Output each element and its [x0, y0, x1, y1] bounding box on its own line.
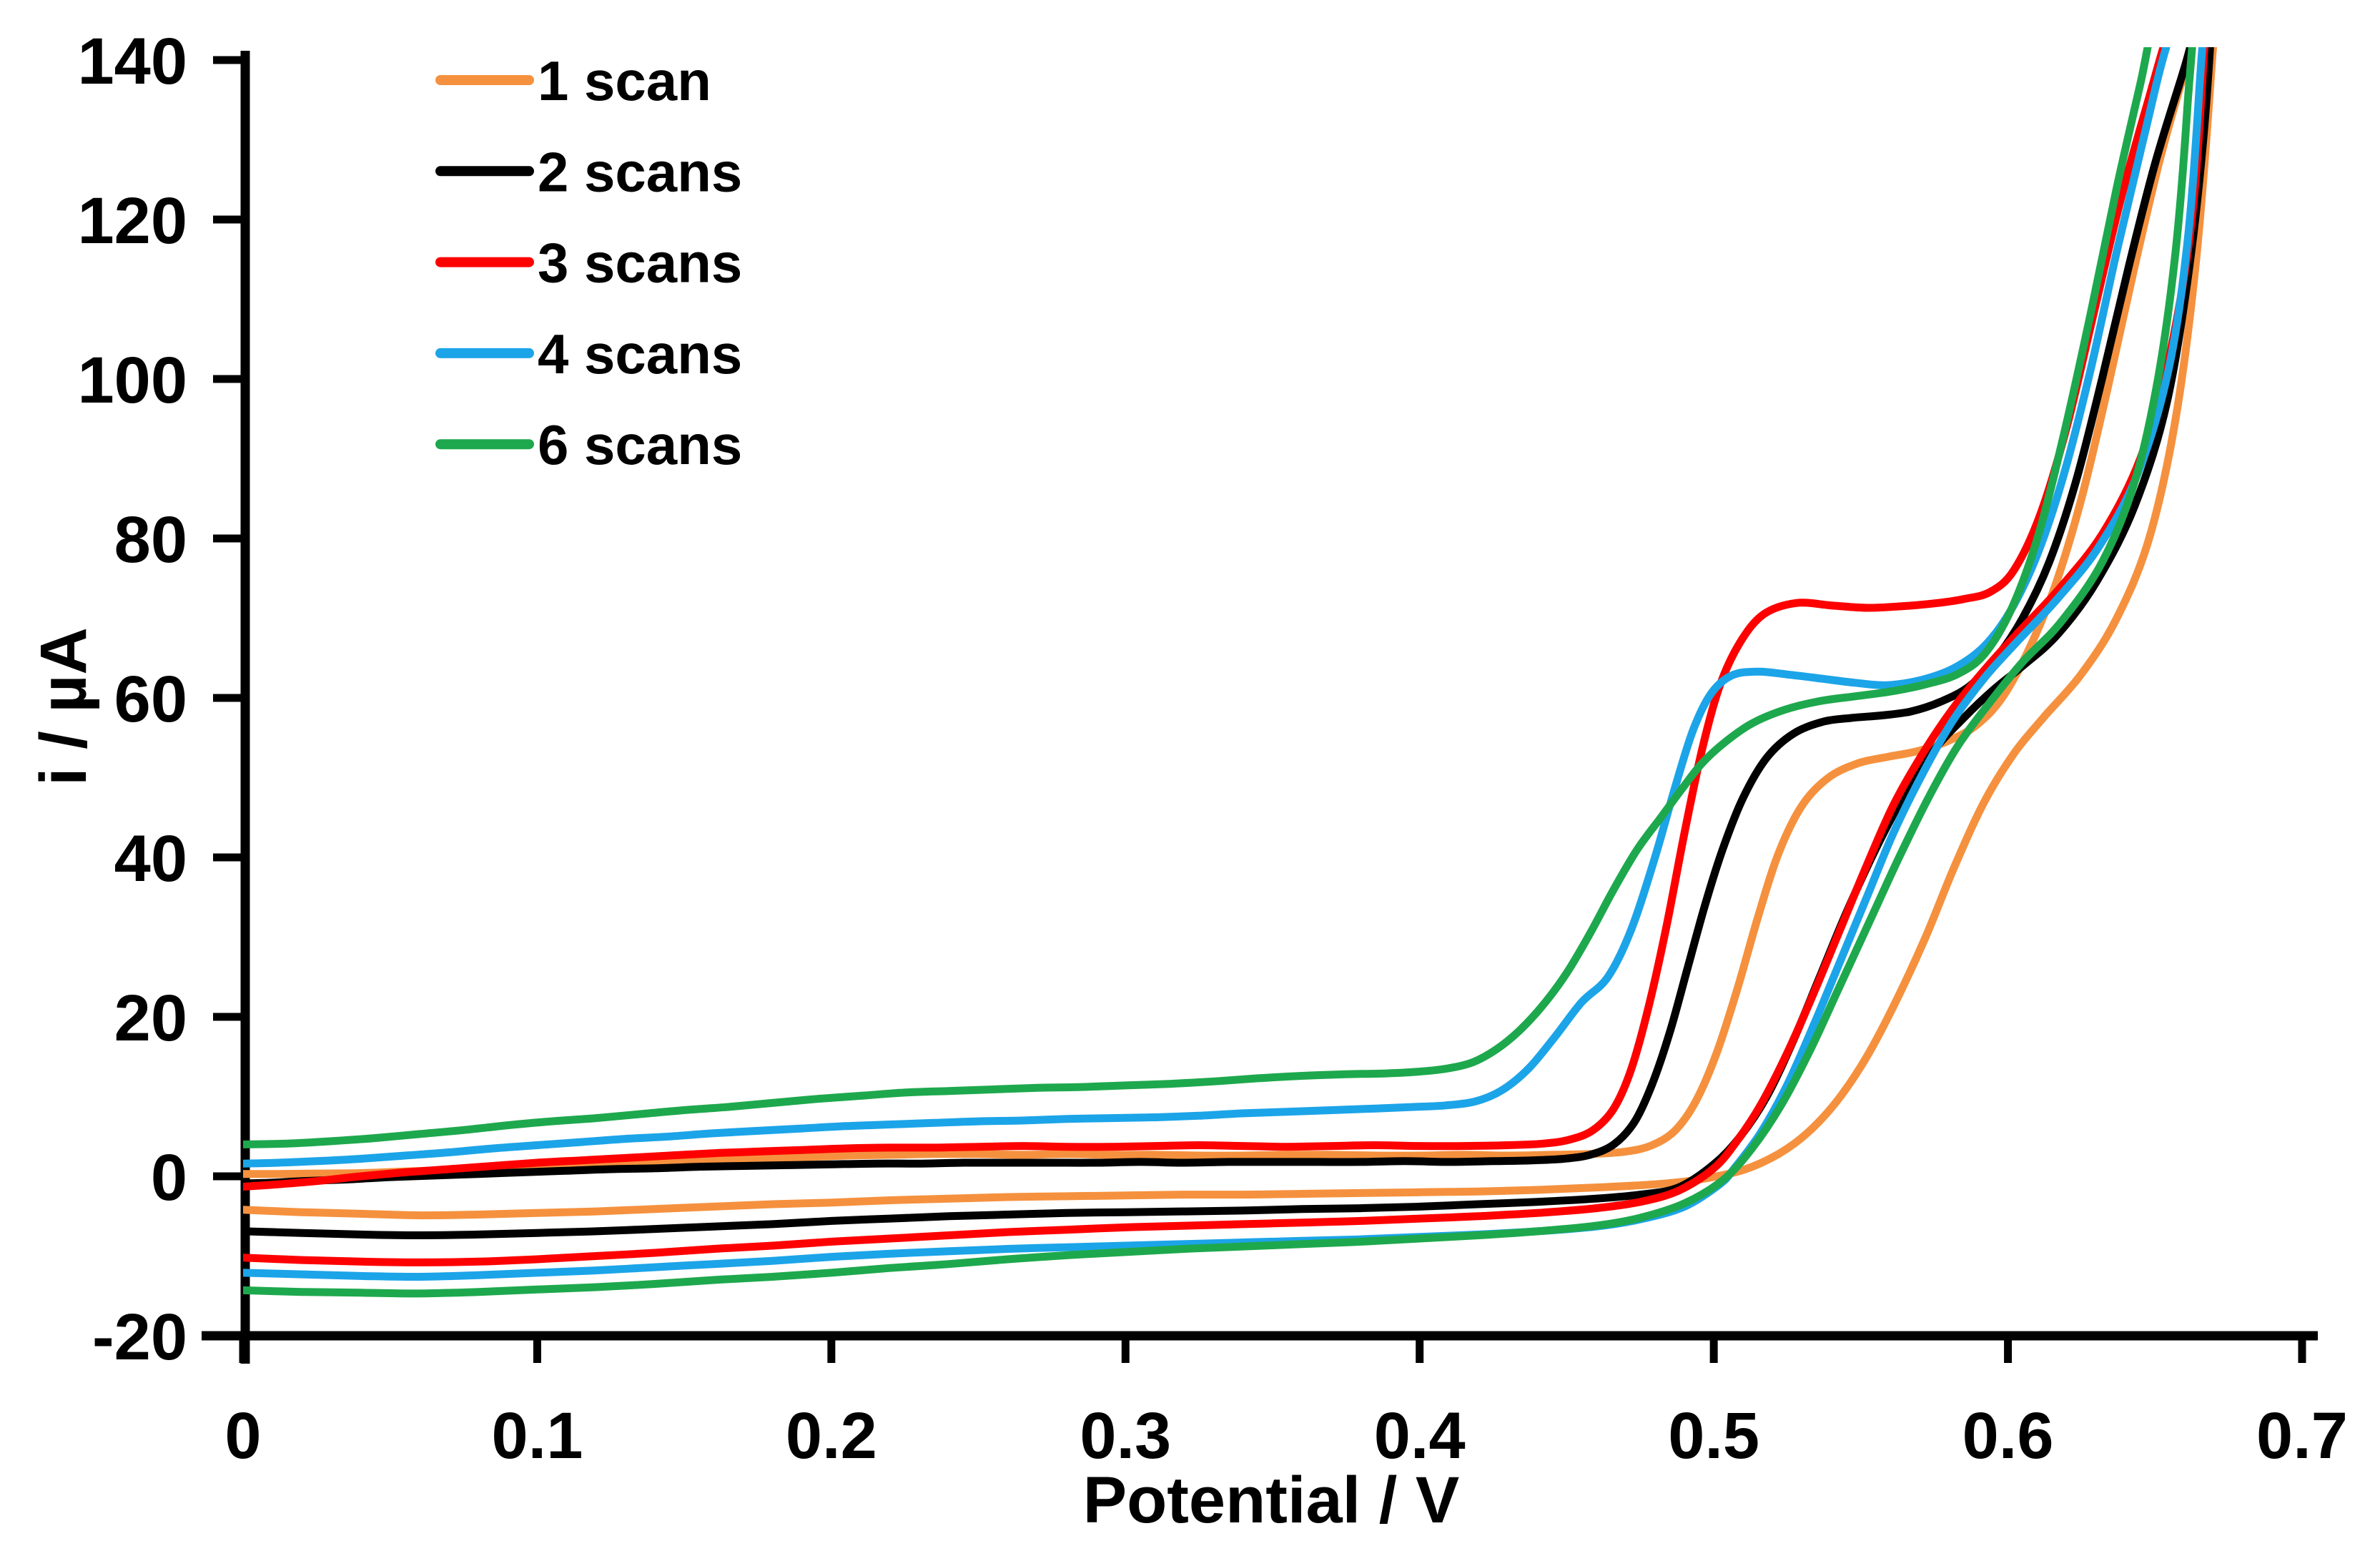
x-tick-label-0.4: 0.4 [1374, 1399, 1466, 1472]
legend-label-4-scans: 4 scans [538, 323, 742, 385]
curves [243, 47, 2218, 1298]
y-tick-label--20: -20 [92, 1301, 187, 1374]
axis-labels: 0 0.1 0.2 0.3 0.4 0.5 0.6 0.7 -20 0 20 40 60 80 100 120… [78, 25, 2348, 1472]
legend: 1 scan 2 scans 3 scans 4 scans 6 scans [435, 49, 742, 476]
x-tick-label-0.5: 0.5 [1668, 1399, 1759, 1472]
curve-1-scan [243, 47, 2218, 1220]
y-axis-title: i / µA [27, 627, 100, 786]
y-tick-label-60: 60 [114, 663, 187, 736]
y-tick-label-40: 40 [114, 822, 187, 895]
y-tick-label-20: 20 [114, 982, 187, 1055]
curve-6-scans [243, 47, 2196, 1298]
legend-item-1-scan: 1 scan [435, 49, 711, 112]
x-tick-label-0.7: 0.7 [2256, 1399, 2348, 1472]
y-tick-label-100: 100 [78, 344, 188, 417]
legend-item-3-scans: 3 scans [435, 232, 742, 295]
x-tick-label-0.2: 0.2 [786, 1399, 877, 1472]
x-tick-label-0.1: 0.1 [491, 1399, 583, 1472]
legend-label-1-scan: 1 scan [538, 49, 711, 112]
y-tick-label-0: 0 [151, 1141, 187, 1214]
legend-item-2-scans: 2 scans [435, 140, 742, 203]
legend-item-4-scans: 4 scans [435, 323, 742, 385]
x-axis-title: Potential / V [1083, 1464, 1460, 1537]
legend-label-2-scans: 2 scans [538, 140, 742, 203]
legend-item-6-scans: 6 scans [435, 413, 742, 476]
x-tick-label-0.3: 0.3 [1080, 1399, 1171, 1472]
x-tick-label-0.6: 0.6 [1962, 1399, 2054, 1472]
legend-label-3-scans: 3 scans [538, 232, 742, 295]
legend-label-6-scans: 6 scans [538, 413, 742, 476]
y-tick-label-80: 80 [114, 503, 187, 576]
x-tick-label-0: 0 [224, 1399, 261, 1472]
curve-2-scans [243, 47, 2214, 1239]
y-tick-label-120: 120 [78, 184, 188, 257]
curve-3-scans [243, 47, 2208, 1266]
curve-4-scans [243, 47, 2206, 1281]
y-tick-label-140: 140 [78, 25, 188, 98]
